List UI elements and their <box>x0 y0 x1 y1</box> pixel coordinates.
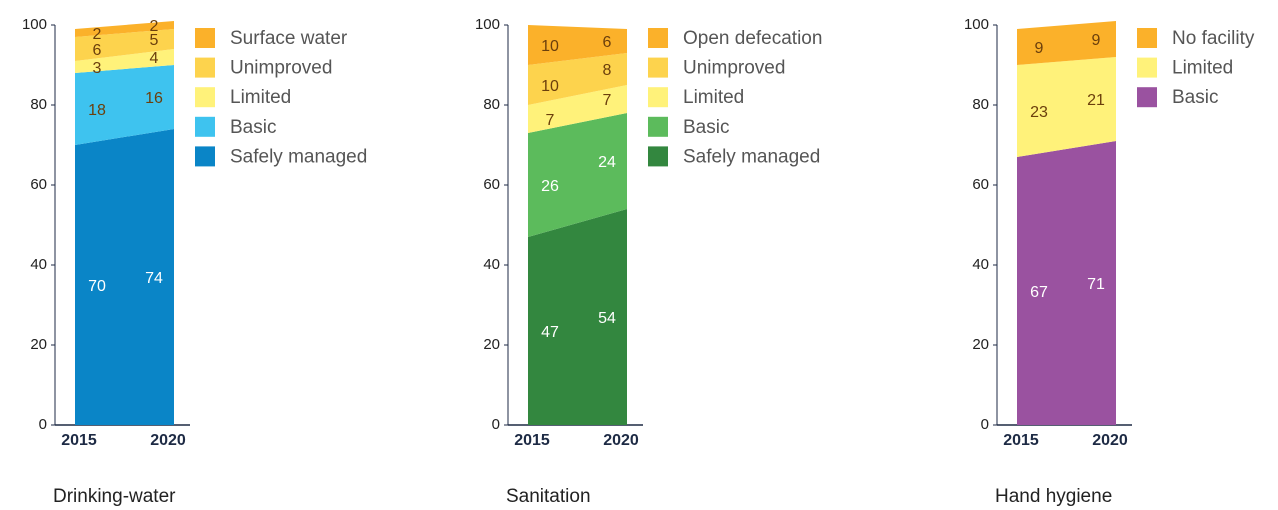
area <box>528 85 627 133</box>
x-tick-label: 2015 <box>514 432 550 449</box>
y-tick-label: 0 <box>39 416 47 433</box>
legend-swatch <box>648 87 668 108</box>
area <box>528 53 627 105</box>
y-tick-label: 60 <box>483 176 500 193</box>
y-tick-label: 20 <box>972 336 989 353</box>
legend-label: Limited <box>1172 58 1233 79</box>
legend-swatch <box>195 57 215 78</box>
data-label: 24 <box>598 154 616 171</box>
data-label: 26 <box>541 178 559 195</box>
y-tick-label: 80 <box>972 96 989 113</box>
data-label: 10 <box>541 38 559 55</box>
data-label: 70 <box>88 278 106 295</box>
legend-label: Limited <box>230 87 291 108</box>
x-tick-label: 2020 <box>150 432 186 449</box>
x-tick-label: 2020 <box>1092 432 1128 449</box>
area <box>75 49 174 73</box>
legend-label: Safely managed <box>683 146 820 167</box>
data-label: 7 <box>603 92 612 109</box>
y-tick-label: 100 <box>22 16 47 33</box>
data-label: 71 <box>1087 276 1105 293</box>
y-tick-label: 80 <box>483 96 500 113</box>
legend-label: Unimproved <box>683 58 785 79</box>
data-label: 2 <box>93 26 102 43</box>
legend-label: Basic <box>1172 87 1218 108</box>
legend-swatch <box>195 87 215 108</box>
x-tick-label: 2015 <box>1003 432 1039 449</box>
legend-swatch <box>648 57 668 78</box>
y-tick-label: 40 <box>483 256 500 273</box>
x-tick-label: 2015 <box>61 432 97 449</box>
legend-label: Unimproved <box>230 58 332 79</box>
area <box>528 209 627 425</box>
area <box>75 129 174 425</box>
chart-title: Drinking-water <box>53 486 176 507</box>
legend-label: Safely managed <box>230 146 367 167</box>
data-label: 4 <box>150 50 159 67</box>
data-label: 10 <box>541 78 559 95</box>
data-label: 54 <box>598 310 616 327</box>
legend-label: Basic <box>683 117 729 138</box>
area <box>1017 141 1116 425</box>
data-label: 9 <box>1092 32 1101 49</box>
data-label: 8 <box>603 62 612 79</box>
area <box>1017 21 1116 65</box>
area <box>75 65 174 145</box>
data-label: 2 <box>150 18 159 35</box>
data-label: 3 <box>93 60 102 77</box>
y-tick-label: 60 <box>30 176 47 193</box>
legend-label: Basic <box>230 117 276 138</box>
area <box>75 29 174 61</box>
y-tick-label: 60 <box>972 176 989 193</box>
data-label: 6 <box>93 42 102 59</box>
legend-swatch <box>195 146 215 167</box>
data-label: 47 <box>541 324 559 341</box>
y-tick-label: 20 <box>30 336 47 353</box>
y-tick-label: 20 <box>483 336 500 353</box>
chart-title: Hand hygiene <box>995 486 1112 507</box>
x-tick-label: 2020 <box>603 432 639 449</box>
data-label: 6 <box>603 34 612 51</box>
data-label: 16 <box>145 90 163 107</box>
y-tick-label: 100 <box>964 16 989 33</box>
y-tick-label: 40 <box>972 256 989 273</box>
legend-swatch <box>1137 87 1157 108</box>
legend-label: No facility <box>1172 28 1255 49</box>
legend-swatch <box>648 146 668 167</box>
y-tick-label: 0 <box>981 416 989 433</box>
y-tick-label: 80 <box>30 96 47 113</box>
legend-swatch <box>1137 57 1157 78</box>
data-label: 9 <box>1035 40 1044 57</box>
legend-swatch <box>648 28 668 48</box>
y-tick-label: 100 <box>475 16 500 33</box>
data-label: 67 <box>1030 284 1048 301</box>
data-label: 5 <box>150 32 159 49</box>
chart-title: Sanitation <box>506 486 591 507</box>
area <box>75 21 174 37</box>
legend-label: Open defecation <box>683 28 822 49</box>
legend-swatch <box>195 116 215 137</box>
data-label: 23 <box>1030 104 1048 121</box>
data-label: 21 <box>1087 92 1105 109</box>
data-label: 74 <box>145 270 163 287</box>
legend-swatch <box>1137 28 1157 48</box>
area <box>528 25 627 65</box>
y-tick-label: 40 <box>30 256 47 273</box>
legend-swatch <box>648 116 668 137</box>
area <box>1017 57 1116 157</box>
legend-label: Limited <box>683 87 744 108</box>
legend-label: Surface water <box>230 28 348 49</box>
legend-swatch <box>195 28 215 48</box>
area <box>528 113 627 237</box>
data-label: 18 <box>88 102 106 119</box>
y-tick-label: 0 <box>492 416 500 433</box>
data-label: 7 <box>546 112 555 129</box>
